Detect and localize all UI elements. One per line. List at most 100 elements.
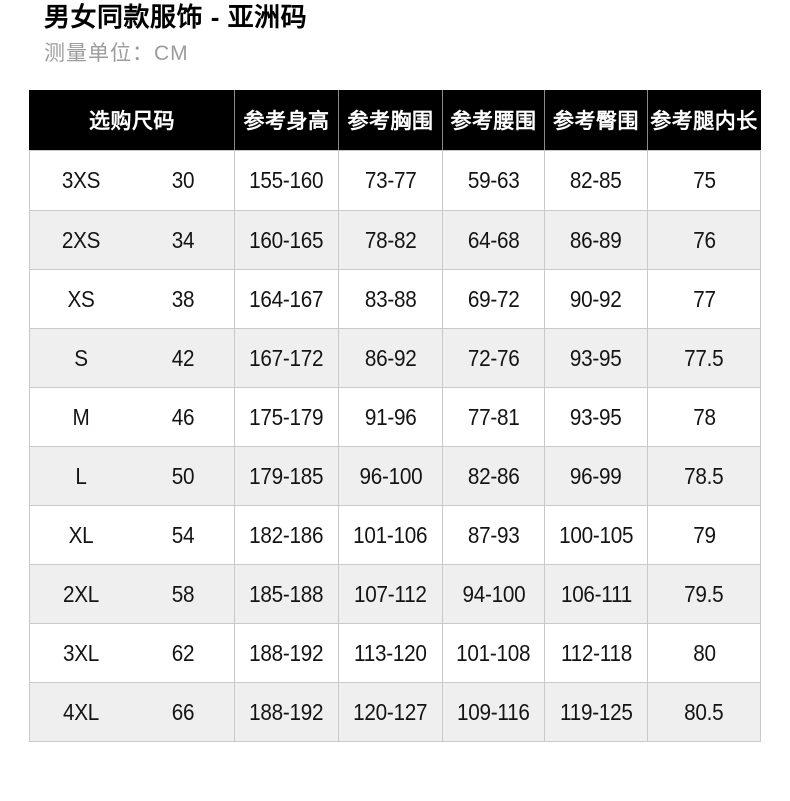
inseam-cell: 77 bbox=[647, 270, 760, 328]
height-value: 182-186 bbox=[249, 521, 324, 548]
height-value: 167-172 bbox=[249, 344, 324, 371]
column-header: 参考胸围 bbox=[338, 90, 442, 150]
waist-cell: 69-72 bbox=[442, 270, 544, 328]
size-label: XS bbox=[67, 285, 95, 312]
column-header-label: 参考胸围 bbox=[347, 110, 434, 133]
column-header: 参考身高 bbox=[234, 90, 338, 150]
table-row: M 46 175-179 91-96 77-81 93-95 78 bbox=[30, 387, 760, 446]
size-label: M bbox=[72, 403, 90, 430]
chest-value: 83-88 bbox=[364, 285, 417, 312]
waist-value: 69-72 bbox=[467, 285, 520, 312]
height-cell: 164-167 bbox=[234, 270, 338, 328]
size-number: 58 bbox=[171, 580, 195, 607]
height-value: 185-188 bbox=[249, 580, 324, 607]
height-cell: 155-160 bbox=[234, 151, 338, 210]
inseam-cell: 78 bbox=[647, 388, 760, 446]
chest-cell: 96-100 bbox=[338, 447, 442, 505]
hip-cell: 86-89 bbox=[544, 211, 647, 269]
size-number: 46 bbox=[171, 403, 195, 430]
column-header-label: 参考臀围 bbox=[553, 110, 639, 133]
height-cell: 185-188 bbox=[234, 565, 338, 623]
inseam-value: 80.5 bbox=[684, 698, 724, 725]
table-header-row: 选购尺码 参考身高 参考胸围 参考腰围 参考臀围 参考腿内长 bbox=[29, 90, 761, 150]
size-table: 选购尺码 参考身高 参考胸围 参考腰围 参考臀围 参考腿内长 3XS 30 155-160… bbox=[29, 90, 761, 742]
size-cell: 2XS 34 bbox=[30, 211, 234, 269]
chest-value: 91-96 bbox=[364, 403, 417, 430]
column-header-label: 参考腰围 bbox=[450, 110, 537, 133]
hip-cell: 90-92 bbox=[544, 270, 647, 328]
column-header-label: 选购尺码 bbox=[89, 110, 175, 133]
height-value: 175-179 bbox=[249, 403, 324, 430]
column-header: 参考腿内长 bbox=[647, 90, 760, 150]
column-header: 参考臀围 bbox=[544, 90, 647, 150]
waist-value: 77-81 bbox=[467, 403, 520, 430]
hip-value: 93-95 bbox=[570, 403, 622, 430]
height-value: 188-192 bbox=[249, 639, 324, 666]
inseam-value: 80 bbox=[692, 639, 716, 666]
waist-cell: 82-86 bbox=[442, 447, 544, 505]
chest-cell: 107-112 bbox=[338, 565, 442, 623]
size-number: 50 bbox=[171, 462, 195, 489]
height-cell: 175-179 bbox=[234, 388, 338, 446]
size-label: 3XL bbox=[62, 639, 100, 666]
hip-cell: 96-99 bbox=[544, 447, 647, 505]
chest-value: 86-92 bbox=[364, 344, 417, 371]
hip-value: 100-105 bbox=[558, 521, 634, 548]
hip-value: 96-99 bbox=[570, 462, 622, 489]
waist-cell: 59-63 bbox=[442, 151, 544, 210]
waist-value: 82-86 bbox=[467, 462, 520, 489]
waist-cell: 109-116 bbox=[442, 683, 544, 741]
waist-value: 94-100 bbox=[462, 580, 525, 607]
hip-cell: 100-105 bbox=[544, 506, 647, 564]
chest-cell: 83-88 bbox=[338, 270, 442, 328]
chest-value: 113-120 bbox=[354, 639, 427, 666]
inseam-value: 77 bbox=[692, 285, 716, 312]
chest-value: 120-127 bbox=[353, 698, 428, 725]
table-row: S 42 167-172 86-92 72-76 93-95 77.5 bbox=[30, 328, 760, 387]
height-value: 160-165 bbox=[249, 226, 324, 253]
size-label: XL bbox=[68, 521, 94, 548]
chest-cell: 91-96 bbox=[338, 388, 442, 446]
hip-value: 119-125 bbox=[559, 698, 633, 725]
chest-cell: 101-106 bbox=[338, 506, 442, 564]
inseam-value: 75 bbox=[692, 167, 716, 193]
column-header-label: 参考身高 bbox=[243, 110, 330, 133]
column-header: 选购尺码 bbox=[30, 90, 234, 150]
chest-value: 78-82 bbox=[364, 226, 417, 253]
waist-cell: 72-76 bbox=[442, 329, 544, 387]
size-number: 54 bbox=[171, 521, 195, 548]
chest-cell: 73-77 bbox=[338, 151, 442, 210]
hip-cell: 93-95 bbox=[544, 329, 647, 387]
table-row: XS 38 164-167 83-88 69-72 90-92 77 bbox=[30, 269, 760, 328]
inseam-value: 79 bbox=[692, 521, 716, 548]
size-cell: XL 54 bbox=[30, 506, 234, 564]
table-row: 3XL 62 188-192 113-120 101-108 112-118 8… bbox=[30, 623, 760, 682]
height-value: 164-167 bbox=[249, 285, 324, 312]
size-cell: 4XL 66 bbox=[30, 683, 234, 741]
table-row: 4XL 66 188-192 120-127 109-116 119-125 8… bbox=[30, 682, 760, 741]
hip-value: 86-89 bbox=[570, 226, 622, 253]
height-cell: 167-172 bbox=[234, 329, 338, 387]
inseam-cell: 79.5 bbox=[647, 565, 760, 623]
size-label: L bbox=[75, 462, 87, 489]
inseam-value: 78.5 bbox=[684, 462, 724, 489]
hip-value: 90-92 bbox=[570, 285, 622, 312]
height-value: 179-185 bbox=[249, 462, 324, 489]
size-label: 4XL bbox=[62, 698, 100, 725]
chest-value: 73-77 bbox=[364, 167, 417, 193]
inseam-cell: 75 bbox=[647, 151, 760, 210]
height-cell: 182-186 bbox=[234, 506, 338, 564]
hip-value: 106-111 bbox=[560, 580, 632, 607]
height-cell: 179-185 bbox=[234, 447, 338, 505]
table-body: 3XS 30 155-160 73-77 59-63 82-85 75 2XS … bbox=[29, 150, 761, 742]
waist-value: 101-108 bbox=[456, 639, 531, 666]
waist-cell: 87-93 bbox=[442, 506, 544, 564]
hip-cell: 119-125 bbox=[544, 683, 647, 741]
waist-value: 87-93 bbox=[467, 521, 520, 548]
height-value: 155-160 bbox=[249, 167, 324, 193]
size-label: 2XS bbox=[61, 226, 101, 253]
column-header: 参考腰围 bbox=[442, 90, 544, 150]
inseam-value: 79.5 bbox=[684, 580, 724, 607]
page-title: 男女同款服饰 - 亚洲码 bbox=[44, 2, 308, 32]
